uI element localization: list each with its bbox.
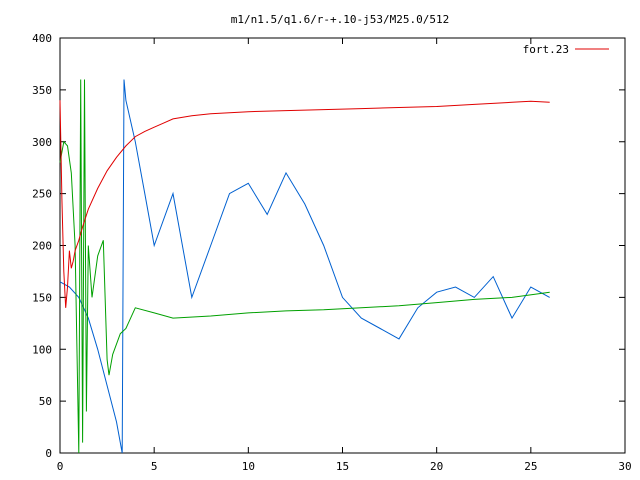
legend: fort.23 [523,43,609,56]
y-tick-label: 100 [32,343,52,356]
y-tick-label: 250 [32,188,52,201]
series-line-1 [59,100,550,308]
y-tick-label: 200 [32,240,52,253]
y-tick-label: 400 [32,32,52,45]
x-tick-label: 30 [618,460,631,473]
series-line-2 [59,79,550,454]
x-axis-ticks: 0 5 10 15 20 25 30 [57,38,632,473]
x-tick-label: 0 [57,460,64,473]
series-line-3 [59,79,550,454]
y-tick-label: 0 [45,447,52,460]
series-layer [59,79,550,454]
y-tick-label: 350 [32,84,52,97]
y-tick-label: 50 [39,395,52,408]
x-tick-label: 20 [430,460,443,473]
y-tick-label: 300 [32,136,52,149]
x-tick-label: 10 [242,460,255,473]
x-tick-label: 5 [151,460,158,473]
x-tick-label: 25 [524,460,537,473]
y-axis-ticks: 0 50 100 150 200 250 300 350 400 [32,32,625,460]
x-tick-label: 15 [336,460,349,473]
chart-title: m1/n1.5/q1.6/r-+.10-j53/M25.0/512 [231,13,450,26]
y-tick-label: 150 [32,291,52,304]
plot-frame [59,37,626,454]
legend-label: fort.23 [523,43,569,56]
